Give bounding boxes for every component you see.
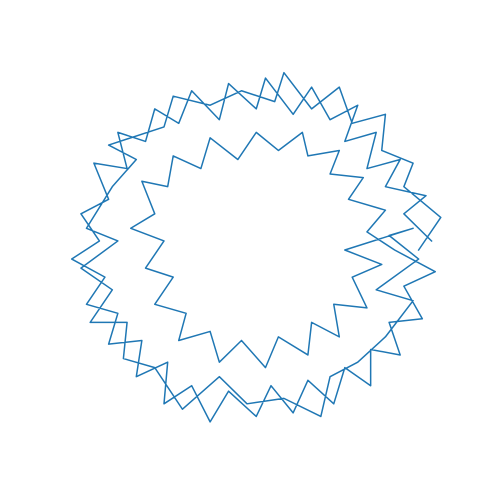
line-series <box>70 71 442 423</box>
